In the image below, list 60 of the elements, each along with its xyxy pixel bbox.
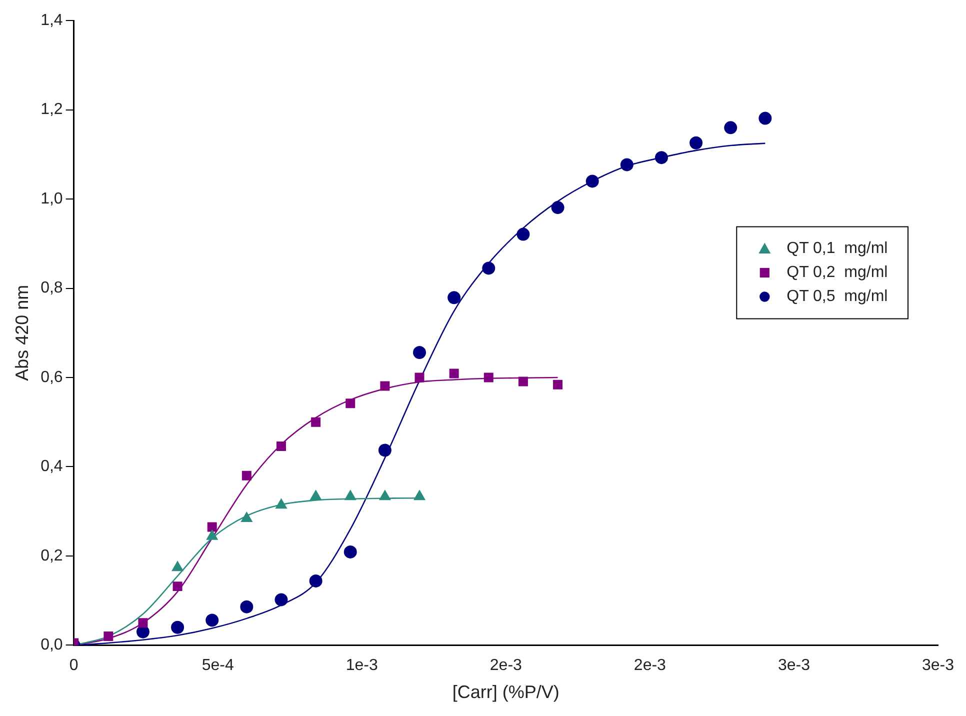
x-tick-label: 3e-3 xyxy=(922,657,954,674)
point xyxy=(413,346,426,360)
point xyxy=(758,112,772,125)
point xyxy=(414,372,424,382)
x-tick-label: 1e-3 xyxy=(346,657,378,674)
x-tick-label: 5e-4 xyxy=(202,657,234,674)
point xyxy=(378,444,392,457)
point xyxy=(380,381,390,391)
y-tick-label: 0,0 xyxy=(40,636,63,654)
point xyxy=(344,490,356,500)
x-tick-label: 0 xyxy=(69,657,78,674)
y-tick-label: 0,4 xyxy=(40,458,63,476)
point xyxy=(482,262,496,275)
point xyxy=(586,174,599,188)
point xyxy=(171,620,184,634)
point xyxy=(551,201,564,214)
x-tick-label: 2e-3 xyxy=(634,657,666,674)
point xyxy=(310,490,322,500)
point xyxy=(276,498,287,509)
point xyxy=(172,561,184,572)
point xyxy=(206,614,219,627)
point xyxy=(724,121,738,134)
y-tick-label: 0,2 xyxy=(40,547,63,564)
point xyxy=(690,136,703,150)
y-tick-label: 0,8 xyxy=(40,280,63,297)
point xyxy=(309,574,322,588)
point xyxy=(172,582,182,592)
point xyxy=(484,372,494,382)
legend-label: QT 0,2 mg/ml xyxy=(786,264,888,282)
legend-label: QT 0,5 mg/ml xyxy=(786,288,888,306)
y-tick-label: 1,4 xyxy=(40,12,63,30)
y-tick-label: 1,2 xyxy=(40,101,63,118)
point xyxy=(654,151,668,164)
point xyxy=(242,470,252,480)
point xyxy=(553,380,563,390)
y-tick-label: 1,0 xyxy=(40,190,63,208)
point xyxy=(516,228,530,241)
y-tick-label: 0,6 xyxy=(40,368,63,386)
legend-label: QT 0,1 mg/ml xyxy=(786,240,888,258)
x-axis-title: [Carr] (%P/V) xyxy=(452,682,560,702)
x-tick-label: 2e-3 xyxy=(490,657,522,674)
point xyxy=(414,490,426,500)
point xyxy=(344,545,357,558)
point xyxy=(240,600,254,614)
point xyxy=(276,441,286,451)
point xyxy=(518,376,528,386)
y-axis-title: Abs 420 nm xyxy=(12,284,32,381)
point xyxy=(346,398,356,408)
point xyxy=(240,512,252,522)
point xyxy=(207,522,217,532)
point xyxy=(620,158,634,172)
point xyxy=(448,291,461,304)
x-tick-label: 3e-3 xyxy=(778,657,810,674)
point xyxy=(311,417,321,427)
point xyxy=(138,618,148,628)
point xyxy=(449,368,459,378)
point xyxy=(104,632,114,642)
point xyxy=(274,593,288,606)
point xyxy=(206,530,218,540)
point xyxy=(379,490,391,500)
